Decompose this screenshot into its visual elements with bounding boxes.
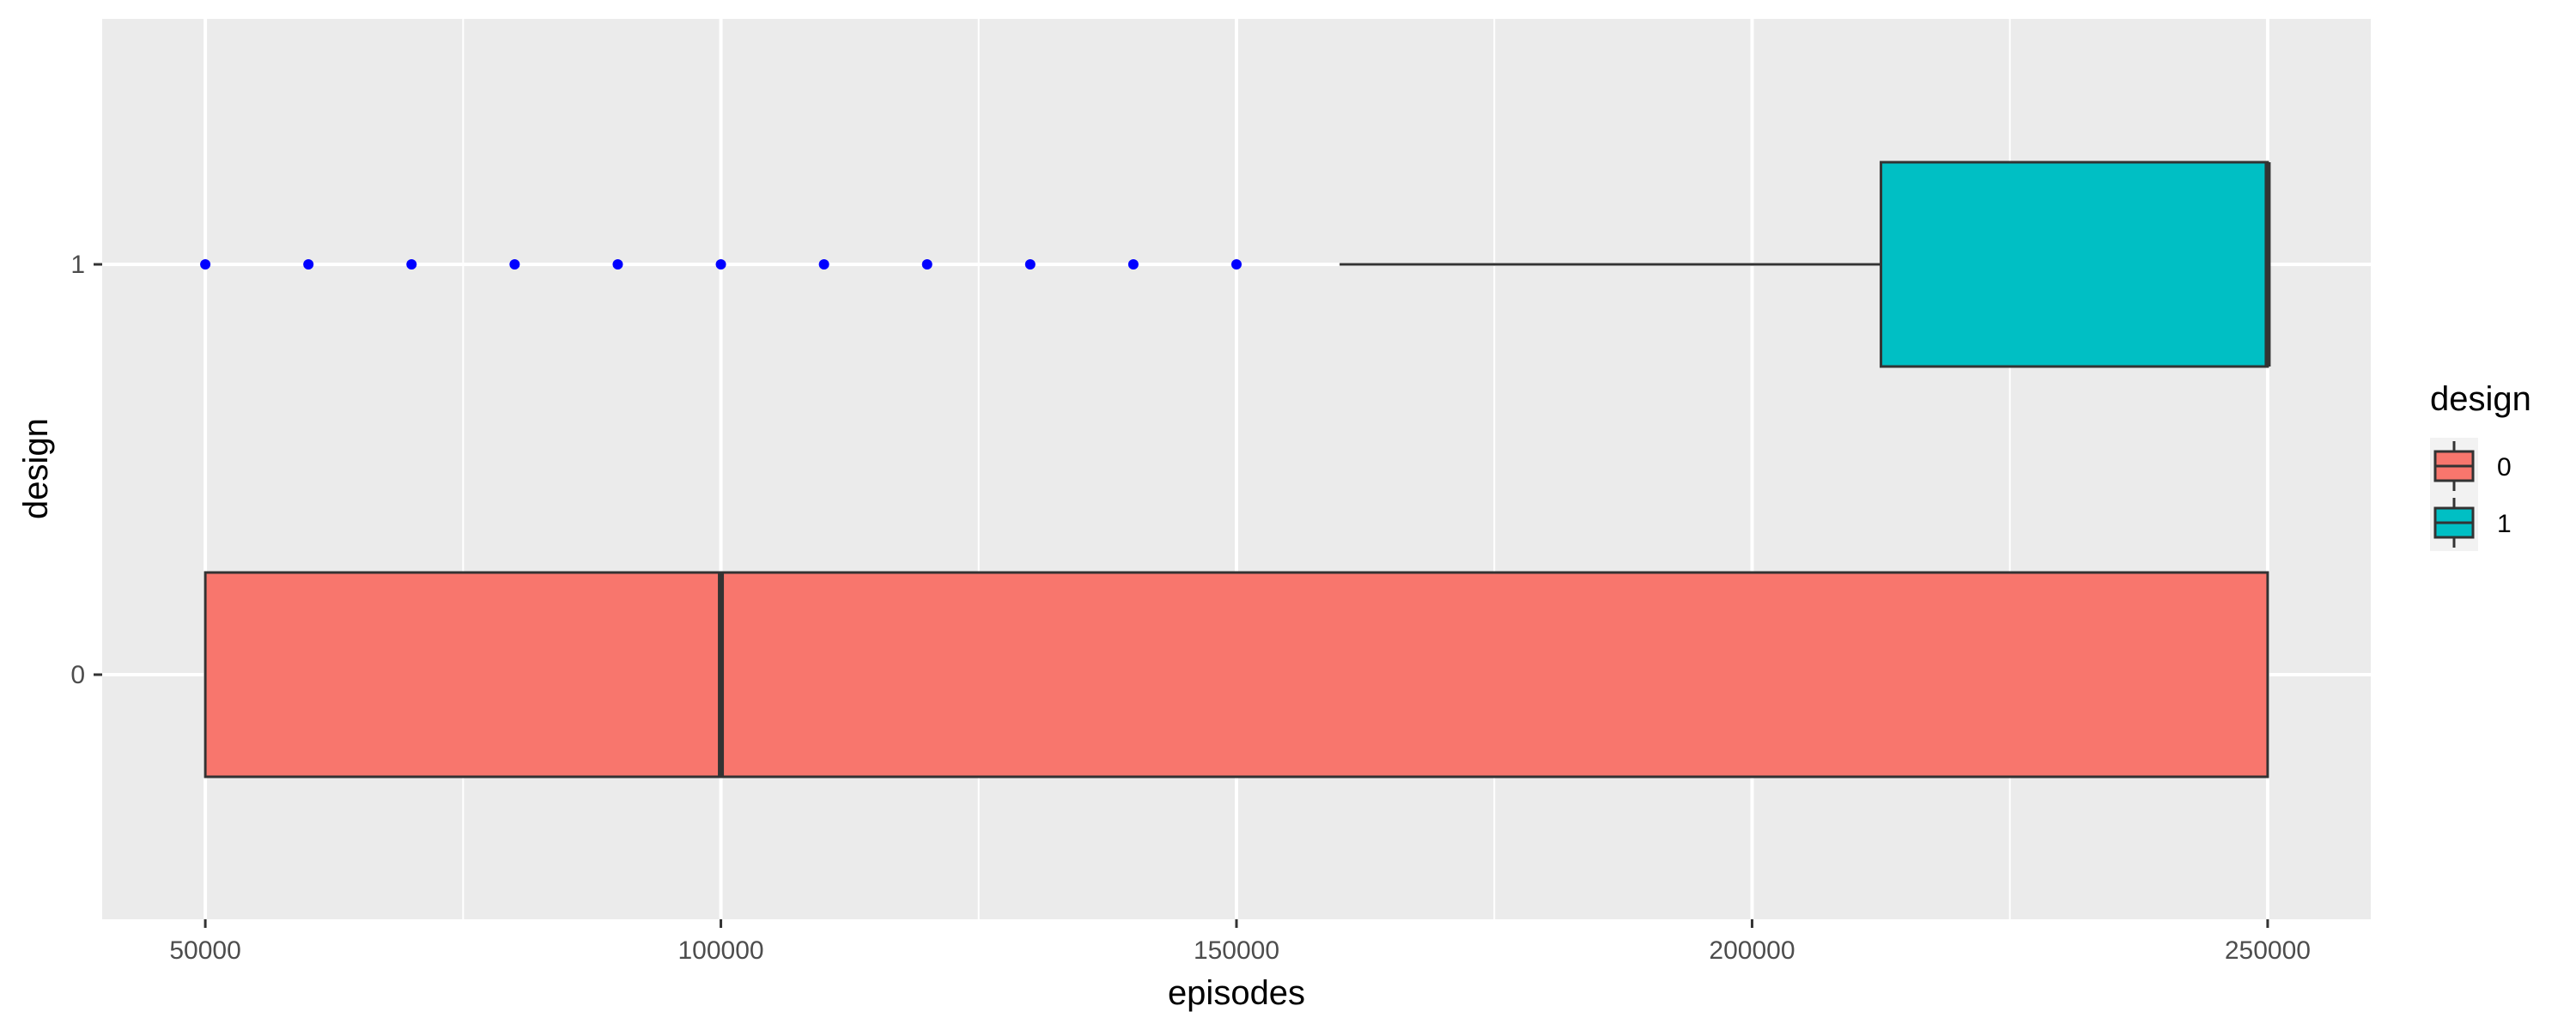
outlier-point bbox=[1024, 259, 1036, 270]
y-tick-label: 0 bbox=[70, 661, 85, 689]
outlier-point bbox=[612, 259, 623, 270]
x-axis-title: episodes bbox=[1168, 974, 1305, 1012]
legend-item-1: 1 bbox=[2430, 494, 2512, 551]
box-iqr bbox=[204, 571, 2269, 779]
axes: 50000 100000 150000 200000 250000 0 1 bbox=[70, 251, 2311, 965]
outlier-point bbox=[921, 259, 933, 270]
outlier-point bbox=[715, 259, 726, 270]
legend-title: design bbox=[2430, 380, 2531, 418]
x-tick-label: 50000 bbox=[169, 936, 240, 965]
outlier-point bbox=[509, 259, 520, 270]
x-tick-label: 150000 bbox=[1194, 936, 1279, 965]
outlier-point bbox=[406, 259, 417, 270]
x-tick-label: 200000 bbox=[1709, 936, 1795, 965]
x-tick-label: 100000 bbox=[677, 936, 763, 965]
y-tick-label: 1 bbox=[70, 251, 85, 279]
box-design-1 bbox=[200, 161, 2271, 368]
box-iqr bbox=[1880, 161, 2269, 368]
box-design-0 bbox=[204, 571, 2269, 779]
legend: design 0 1 bbox=[2430, 380, 2531, 551]
boxes bbox=[200, 161, 2271, 779]
legend-label: 0 bbox=[2497, 453, 2512, 482]
y-axis-title: design bbox=[17, 418, 55, 519]
x-tick-label: 250000 bbox=[2225, 936, 2311, 965]
legend-label: 1 bbox=[2497, 510, 2512, 538]
outlier-point bbox=[303, 259, 314, 270]
outlier-point bbox=[200, 259, 211, 270]
outlier-point bbox=[818, 259, 829, 270]
legend-item-0: 0 bbox=[2430, 438, 2512, 494]
outlier-point bbox=[1231, 259, 1242, 270]
outlier-point bbox=[1127, 259, 1139, 270]
